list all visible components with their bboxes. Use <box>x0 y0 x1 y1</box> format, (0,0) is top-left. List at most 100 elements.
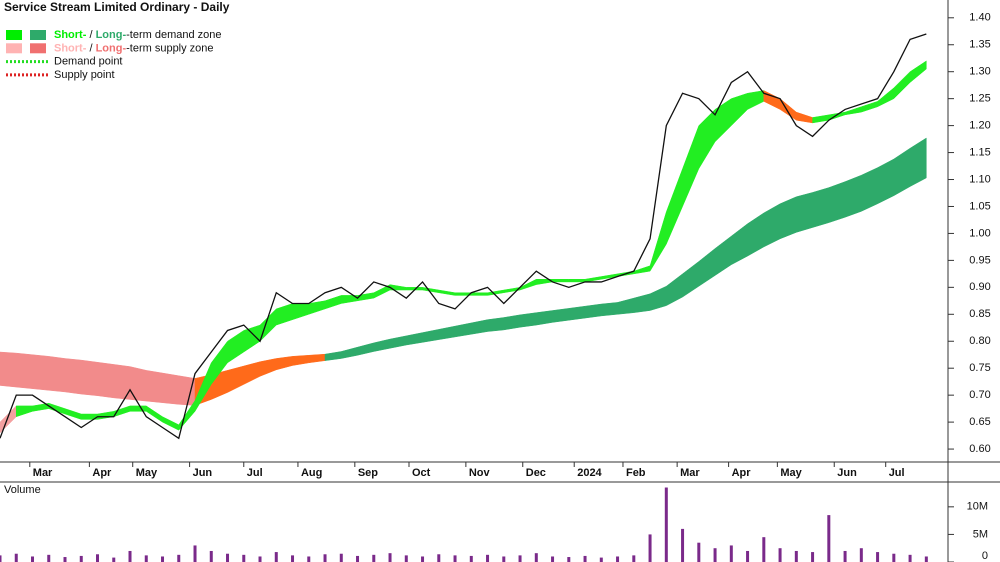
y-tick-label: 0.65 <box>969 416 990 428</box>
x-tick-label: Apr <box>732 467 752 479</box>
x-tick-label: Jun <box>193 467 213 479</box>
volume-bar <box>177 554 181 562</box>
volume-bar <box>47 554 51 562</box>
volume-bar <box>648 534 652 562</box>
volume-bar <box>778 548 782 562</box>
y-tick-label: 0.85 <box>969 308 990 320</box>
volume-bar <box>876 552 880 562</box>
volume-bar <box>681 528 685 562</box>
x-tick-label: Feb <box>626 467 646 479</box>
y-tick-label: 0.60 <box>969 443 990 455</box>
legend-swatch <box>30 43 46 54</box>
volume-bar <box>632 555 636 562</box>
legend-label: Supply point <box>54 69 115 81</box>
volume-bar <box>713 548 717 562</box>
legend-long: Long- <box>96 42 127 54</box>
x-tick-label: Nov <box>469 467 491 479</box>
x-tick-label: Dec <box>526 467 546 479</box>
volume-bar <box>908 554 912 562</box>
volume-bar <box>388 553 392 562</box>
volume-bar <box>96 554 100 562</box>
volume-bar <box>242 554 246 562</box>
volume-bar <box>307 556 311 562</box>
volume-bar <box>421 556 425 562</box>
x-tick-label: Apr <box>92 467 112 479</box>
y-tick-label: 1.00 <box>969 227 990 239</box>
volume-bar <box>112 557 116 562</box>
y-tick-label: 10M <box>967 501 988 513</box>
volume-bar <box>534 553 538 562</box>
volume-bar <box>567 557 571 562</box>
volume-bar <box>811 552 815 562</box>
volume-bar <box>437 554 441 562</box>
legend-short: Short- <box>54 42 87 54</box>
volume-bar <box>63 557 67 562</box>
y-tick-label: 0.95 <box>969 254 990 266</box>
volume-bar <box>469 555 473 562</box>
legend-label: Short- / Long--term supply zone <box>54 42 214 54</box>
volume-bar <box>551 556 555 562</box>
legend-text: -term demand zone <box>126 29 221 41</box>
volume-bar <box>31 556 35 562</box>
volume-bar <box>599 557 603 562</box>
y-tick-label: 0 <box>982 550 988 562</box>
x-tick-label: May <box>780 467 802 479</box>
y-tick-label: 1.35 <box>969 39 990 51</box>
volume-bar <box>794 550 798 562</box>
volume-bar <box>843 550 847 562</box>
x-tick-label: Jul <box>889 467 905 479</box>
zone-band <box>0 351 196 406</box>
x-tick-label: Mar <box>33 467 53 479</box>
x-tick-label: Aug <box>301 467 322 479</box>
volume-bar <box>193 545 197 562</box>
volume-bar <box>161 556 165 562</box>
y-tick-label: 1.25 <box>969 93 990 105</box>
y-tick-label: 0.80 <box>969 335 990 347</box>
volume-title: Volume <box>4 484 41 496</box>
volume-bar <box>453 555 457 562</box>
volume-bar <box>14 553 18 562</box>
legend-swatch <box>30 30 46 40</box>
volume-bar <box>892 553 896 562</box>
price-line <box>0 33 927 440</box>
volume-bar <box>583 555 587 562</box>
volume-bar <box>762 537 766 562</box>
y-tick-label: 1.20 <box>969 120 990 132</box>
legend-text: -term supply zone <box>126 42 213 54</box>
legend-sep: / <box>86 42 95 54</box>
legend-sep: / <box>86 29 95 41</box>
volume-bar <box>924 556 928 562</box>
zone-band <box>812 60 927 124</box>
volume-bar <box>274 552 278 562</box>
volume-bar <box>518 555 522 562</box>
volume-bar <box>486 554 490 562</box>
x-tick-label: Mar <box>680 467 700 479</box>
volume-bar <box>859 548 863 562</box>
volume-bar <box>729 545 733 562</box>
volume-bar <box>502 556 506 562</box>
y-tick-label: 0.70 <box>969 389 990 401</box>
volume-bar <box>697 542 701 562</box>
volume-bar <box>0 555 2 562</box>
x-tick-label: Oct <box>412 467 431 479</box>
volume-bar <box>827 515 831 562</box>
x-tick-label: May <box>136 467 158 479</box>
y-tick-label: 0.90 <box>969 281 990 293</box>
volume-bar <box>616 556 620 562</box>
legend-label: Demand point <box>54 56 123 68</box>
legend-swatch <box>6 43 22 54</box>
legend-label: Short- / Long--term demand zone <box>54 29 222 41</box>
x-tick-label: Sep <box>358 467 378 479</box>
volume-bar <box>372 554 376 562</box>
x-tick-label: Jul <box>247 467 263 479</box>
volume-bar <box>404 555 408 562</box>
volume-bar <box>323 554 327 562</box>
y-tick-label: 1.30 <box>969 66 990 78</box>
volume-bar <box>79 555 83 562</box>
y-tick-label: 1.10 <box>969 173 990 185</box>
legend-long: Long- <box>96 29 127 41</box>
y-tick-label: 5M <box>973 528 988 540</box>
legend-swatch <box>6 30 22 40</box>
volume-bar <box>209 550 213 562</box>
zone-band <box>0 405 17 434</box>
